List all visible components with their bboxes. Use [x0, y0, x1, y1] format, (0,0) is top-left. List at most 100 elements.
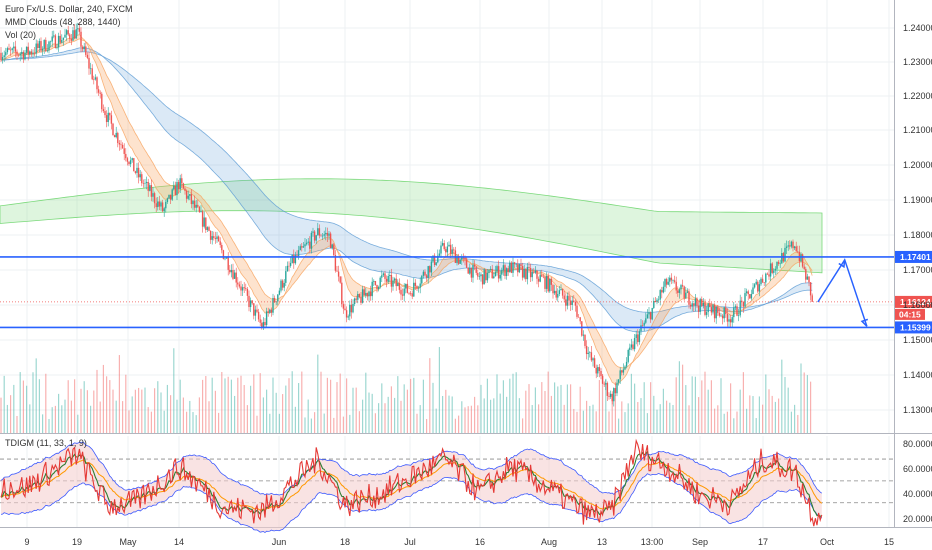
candle-body [480, 274, 482, 277]
volume-bar [470, 405, 472, 433]
candle-body [521, 266, 524, 278]
candle-body [704, 302, 706, 315]
volume-bar [368, 392, 370, 433]
level-price-label: 1.17401 [900, 252, 931, 262]
candle-body [320, 235, 322, 237]
candle-body [734, 306, 737, 308]
candle-body [733, 307, 735, 318]
price-tick-label: 1.15000 [903, 335, 932, 345]
candle-body [75, 29, 77, 39]
volume-bar [378, 403, 380, 433]
volume-bar [720, 378, 722, 433]
candle-body [369, 291, 372, 297]
candle-body [253, 303, 255, 316]
volume-bar [467, 406, 469, 433]
arrow-head-icon [860, 318, 869, 327]
candle-body [357, 294, 359, 300]
candle-body [22, 51, 25, 60]
volume-bar [522, 418, 524, 433]
candle-body [217, 236, 220, 242]
candle-body [277, 294, 279, 302]
candle-body [624, 366, 626, 370]
volume-bar [390, 386, 392, 433]
candle-body [478, 276, 481, 277]
volume-bar [195, 415, 197, 433]
candle-body [395, 278, 397, 287]
candle-body [544, 277, 546, 289]
volume-bar [10, 395, 12, 433]
candle-body [216, 236, 218, 240]
volume-bar [653, 395, 655, 433]
candle-body [739, 300, 741, 316]
volume-bar [224, 378, 226, 433]
candle-body [504, 265, 506, 276]
volume-bar [691, 376, 693, 433]
volume-bar [515, 372, 517, 433]
candle-body [107, 112, 109, 123]
candle-body [150, 185, 153, 197]
candle-body [297, 250, 300, 257]
candle-body [440, 245, 442, 254]
date-tick-label: 18 [340, 537, 350, 547]
volume-bar [490, 399, 492, 433]
volume-bar [403, 384, 405, 433]
volume-bar [115, 400, 117, 433]
candle-body [14, 46, 17, 52]
candle-body [37, 43, 39, 49]
candle-body [793, 246, 796, 249]
volume-bar [797, 414, 799, 433]
candle-body [29, 51, 31, 55]
volume-bar [426, 418, 428, 433]
candle-body [344, 308, 346, 311]
candle-body [797, 251, 799, 252]
volume-bar [218, 412, 220, 433]
candle-body [725, 307, 727, 315]
volume-bar [112, 389, 114, 433]
candle-body [573, 300, 575, 302]
volume-bar [154, 388, 156, 433]
candle-body [334, 254, 337, 271]
candle-body [425, 275, 428, 278]
volume-bar [208, 401, 210, 433]
price-tick-label: 1.14000 [903, 370, 932, 380]
volume-bar [102, 364, 104, 433]
volume-bar [365, 372, 367, 433]
candle-body [94, 77, 97, 80]
candle-body [291, 254, 293, 263]
volume-bar [80, 388, 82, 433]
candle-body [429, 266, 431, 273]
candle-body [587, 352, 589, 355]
candle-body [189, 194, 191, 196]
candle-body [222, 250, 225, 259]
volume-bar [374, 413, 376, 433]
candle-body [585, 345, 588, 355]
candle-body [48, 41, 50, 51]
projection-path[interactable] [817, 258, 869, 327]
candle-body [392, 280, 394, 287]
candle-body [57, 35, 60, 48]
volume-bar [128, 410, 130, 433]
candle-body [385, 278, 388, 282]
volume-bar [806, 375, 808, 433]
candle-body [9, 49, 12, 51]
volume-bar [282, 394, 284, 433]
candle-body [625, 361, 628, 367]
candle-body [337, 271, 340, 277]
candle-body [584, 334, 586, 346]
candle-body [542, 276, 545, 278]
candle-body [621, 370, 623, 373]
volume-bar [278, 413, 280, 433]
candle-body [307, 241, 309, 243]
candle-body [645, 318, 647, 323]
volume-bar [422, 379, 424, 433]
candle-body [288, 265, 290, 267]
volume-bar [698, 397, 700, 433]
candle-body [267, 311, 269, 313]
volume-bar [710, 380, 712, 433]
candle-body [46, 50, 49, 52]
candle-body [139, 174, 141, 178]
volume-legend: Vol (20) [5, 30, 37, 40]
mid-cloud [0, 47, 813, 333]
volume-bar [160, 392, 162, 433]
